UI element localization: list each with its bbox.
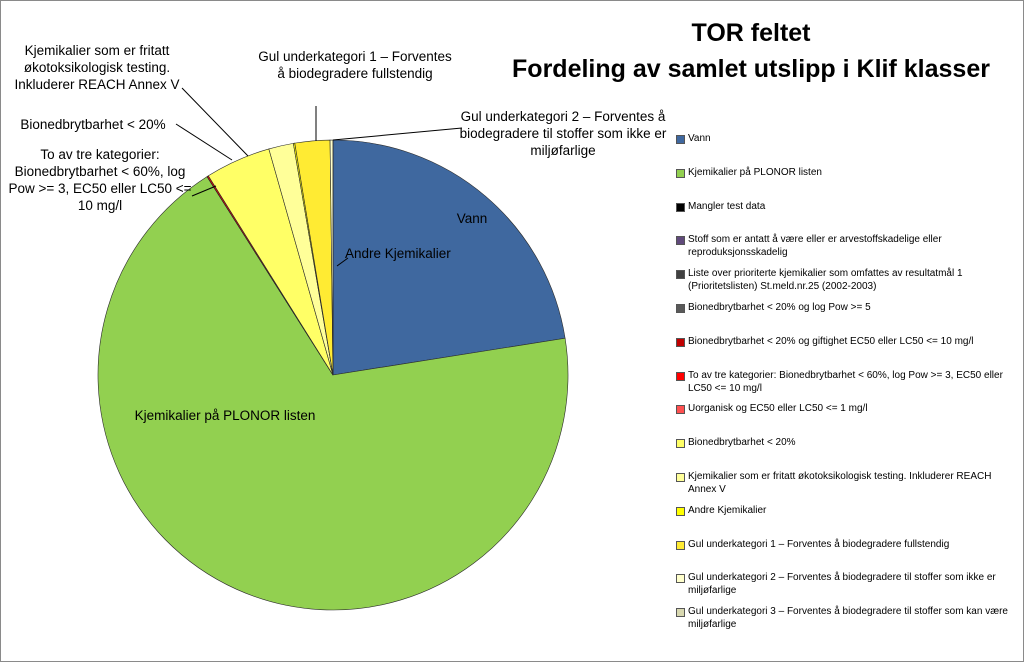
legend-label: Bionedbrytbarhet < 20%	[688, 437, 796, 449]
data-label: Kjemikalier som er fritatt økotoksikolog…	[14, 43, 180, 92]
legend-swatch	[676, 304, 685, 313]
data-label: To av tre kategorier: Bionedbrytbarhet <…	[8, 147, 192, 213]
legend-label: Kjemikalier som er fritatt økotoksikolog…	[688, 471, 992, 495]
legend-label: Kjemikalier på PLONOR listen	[688, 166, 822, 178]
chart-title: Fordeling av samlet utslipp i Klif klass…	[512, 55, 990, 83]
data-label: Vann	[456, 211, 488, 226]
leader-line	[332, 127, 463, 141]
data-label: Andre Kjemikalier	[345, 246, 451, 261]
legend-swatch	[676, 574, 685, 584]
legend-label: Gul underkategori 3 – Forventes å biodeg…	[688, 606, 1008, 631]
chart-title: TOR feltet	[691, 19, 811, 47]
pie-slice	[97, 176, 569, 611]
legend-label: Andre Kjemikalier	[688, 504, 767, 516]
legend-swatch	[676, 506, 685, 516]
legend-label: Bionedbrytbarhet < 20% og log Pow >= 5	[688, 302, 871, 313]
legend-label: Gul underkategori 2 – Forventes å biodeg…	[688, 572, 996, 597]
leader-line	[181, 87, 249, 157]
legend-swatch	[676, 405, 685, 415]
legend-swatch	[676, 270, 685, 280]
leader-line	[191, 185, 217, 197]
legend-label: Liste over prioriterte kjemikalier som o…	[688, 268, 963, 293]
legend-label: To av tre kategorier: Bionedbrytbarhet <…	[688, 369, 1003, 394]
leader-line	[336, 257, 349, 267]
pie-slice	[332, 139, 566, 376]
legend-label: Uorganisk og EC50 eller LC50 <= 1 mg/l	[688, 403, 868, 415]
legend-swatch	[676, 135, 685, 144]
legend-swatch	[676, 202, 685, 212]
data-label: Gul underkategori 1 – Forventes å biodeg…	[258, 49, 452, 81]
legend-swatch	[676, 236, 685, 246]
data-label: Bionedbrytbarhet < 20%	[20, 117, 166, 132]
legend-label: Bionedbrytbarhet < 20% og giftighet EC50…	[688, 335, 974, 347]
legend-label: Mangler test data	[688, 200, 766, 212]
legend-label: Gul underkategori 1 – Forventes å biodeg…	[688, 538, 950, 550]
leader-line	[175, 123, 233, 161]
legend-swatch	[676, 439, 685, 449]
legend-swatch	[676, 608, 685, 618]
data-label: Gul underkategori 2 – Forventes å biodeg…	[459, 109, 667, 158]
legend-swatch	[676, 337, 685, 347]
legend-label: Stoff som er antatt å være eller er arve…	[688, 234, 942, 259]
legend-swatch	[676, 168, 685, 178]
legend-swatch	[676, 371, 685, 381]
legend-swatch	[676, 473, 685, 482]
legend-swatch	[676, 540, 685, 550]
data-label: Kjemikalier på PLONOR listen	[134, 408, 316, 423]
legend-label: Vann	[688, 133, 711, 144]
